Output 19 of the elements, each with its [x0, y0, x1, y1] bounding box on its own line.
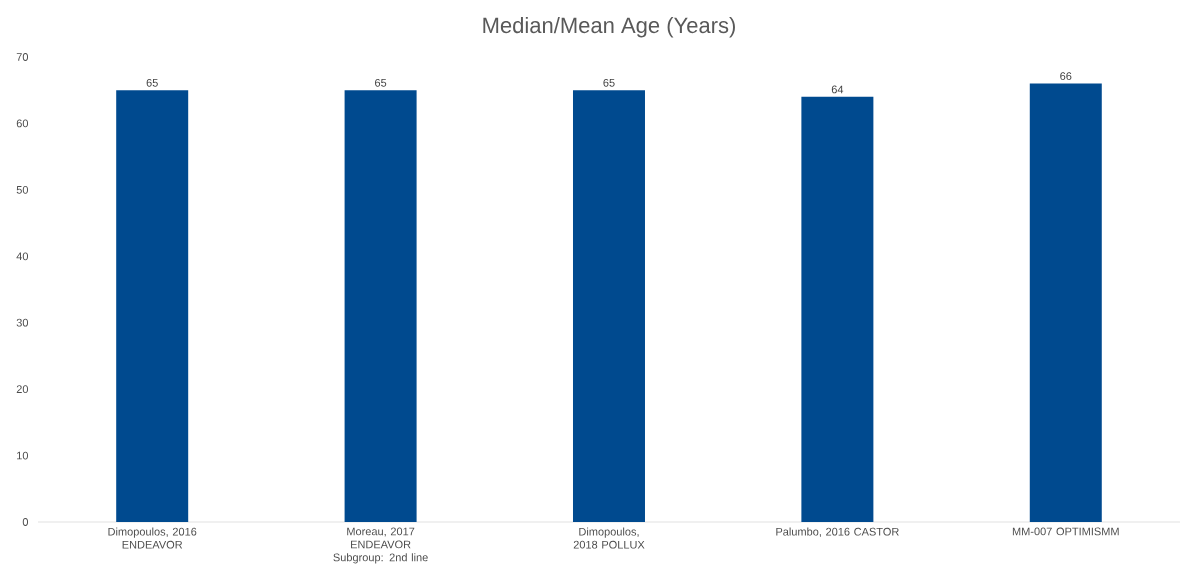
y-tick-label: 50 [16, 185, 29, 194]
y-tick-label: 60 [16, 119, 29, 128]
chart-title: Median/Mean Age (Years) [483, 16, 735, 38]
data-label: 65 [603, 78, 615, 87]
x-tick-label: Dimopoulos, 2016 ENDEAVOR [108, 527, 197, 549]
y-tick-label: 40 [16, 252, 29, 261]
x-tick-label: Palumbo, 2016 CASTOR [776, 527, 899, 537]
y-tick-label: 30 [16, 318, 29, 327]
data-label: 65 [375, 78, 387, 87]
y-tick-label: 10 [17, 451, 29, 460]
y-tick-label: 70 [16, 53, 29, 61]
y-tick-label: 20 [16, 385, 29, 394]
data-label: 65 [146, 78, 158, 87]
x-tick-label: Dimopoulos, 2018 POLLUX [573, 527, 645, 549]
x-tick-label: MM-007 OPTIMISMM [1012, 527, 1119, 536]
y-tick-label: 0 [22, 518, 29, 526]
data-label: 66 [1060, 72, 1072, 81]
data-label: 64 [831, 85, 844, 94]
x-tick-label: Moreau, 2017 ENDEAVOR Subgroup: 2nd line [333, 527, 428, 564]
